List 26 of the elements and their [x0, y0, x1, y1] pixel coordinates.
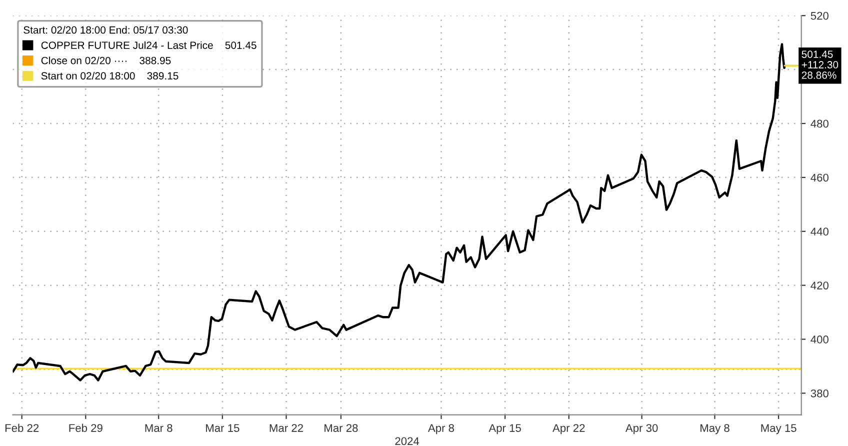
y-tick-label: 440 [810, 228, 828, 236]
x-axis-title: 2024 [395, 437, 420, 446]
y-tick-label: 420 [810, 282, 828, 290]
x-tick-label: May 8 [700, 424, 730, 434]
x-tick-label: Apr 30 [625, 424, 658, 434]
annotation: 501.45 +112.30 28.86% [802, 50, 838, 79]
x-tick-label: Mar 15 [206, 424, 240, 432]
x-tick-label: May 15 [761, 424, 796, 434]
y-tick-label: 380 [810, 389, 828, 398]
x-tick-label: Apr 22 [552, 424, 585, 434]
x-tick-label: Mar 28 [324, 424, 358, 432]
x-tick-label: Feb 22 [5, 424, 39, 432]
x-tick-label: Apr 15 [488, 424, 521, 434]
line-series [12, 43, 786, 382]
x-tick-label: Mar 22 [270, 424, 303, 432]
y-tick-label: 520 [810, 12, 828, 20]
x-tick-label: Apr 8 [428, 424, 454, 434]
x-tick-label: Mar 8 [145, 424, 172, 432]
y-tick-label: 460 [810, 174, 828, 182]
legend-label: Close on 02/20 ···· 388.95 [41, 56, 171, 64]
x-tick-label: Feb 29 [69, 424, 102, 432]
legend-label: COPPER FUTURE Jul24 - Last Price 501.45 [41, 41, 256, 49]
y-tick-label: 400 [810, 336, 828, 344]
legend-title: Start: 02/20 18:00 End: 05/17 03:30 [24, 26, 188, 34]
y-tick-label: 480 [810, 120, 828, 128]
legend-label: Start on 02/20 18:00 389.15 [41, 72, 178, 80]
